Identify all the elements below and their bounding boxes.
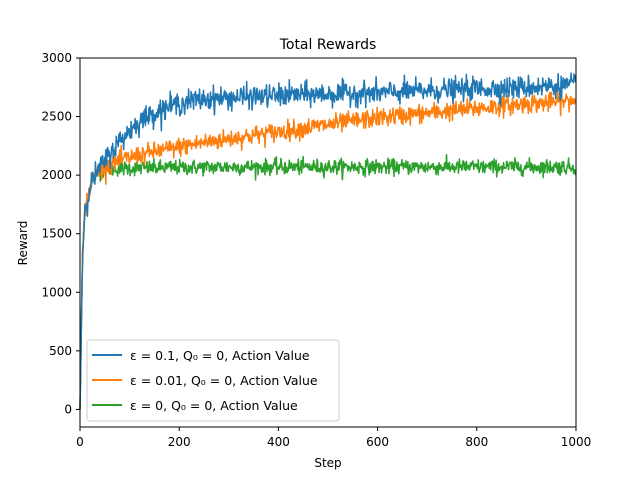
series-line-2 — [79, 88, 577, 410]
x-axis-label: Step — [314, 456, 341, 470]
chart-title: Total Rewards — [279, 37, 377, 53]
y-axis-label: Reward — [16, 221, 30, 266]
y-tick-label: 2500 — [41, 110, 72, 124]
series-line-1 — [79, 72, 577, 410]
y-tick-label: 3000 — [41, 51, 72, 65]
plot-frame — [79, 57, 577, 428]
legend-label-series-3: ε = 0, Q₀ = 0, Action Value — [130, 398, 298, 413]
x-tick-label: 1000 — [561, 435, 592, 449]
legend-label-series-1: ε = 0.1, Q₀ = 0, Action Value — [130, 348, 310, 363]
legend-box — [86, 339, 340, 422]
series-line-3 — [79, 153, 577, 410]
legend-label-series-2: ε = 0.01, Q₀ = 0, Action Value — [130, 373, 318, 388]
x-tick-label: 200 — [168, 435, 191, 449]
y-tick-label: 0 — [64, 402, 72, 416]
series-layer — [79, 72, 577, 410]
x-tick-label: 0 — [76, 435, 84, 449]
x-tick-label: 800 — [465, 435, 488, 449]
x-tick-label: 600 — [366, 435, 389, 449]
y-tick-label: 500 — [49, 344, 72, 358]
x-tick-label: 400 — [267, 435, 290, 449]
x-axis-ticks: 0 200 400 600 800 1000 — [76, 427, 591, 449]
y-tick-label: 1000 — [41, 285, 72, 299]
legend: ε = 0.1, Q₀ = 0, Action Value ε = 0.01, … — [86, 339, 340, 422]
y-axis-ticks: 0 500 1000 1500 2000 2500 3000 — [41, 51, 80, 416]
y-tick-label: 1500 — [41, 227, 72, 241]
y-tick-label: 2000 — [41, 168, 72, 182]
